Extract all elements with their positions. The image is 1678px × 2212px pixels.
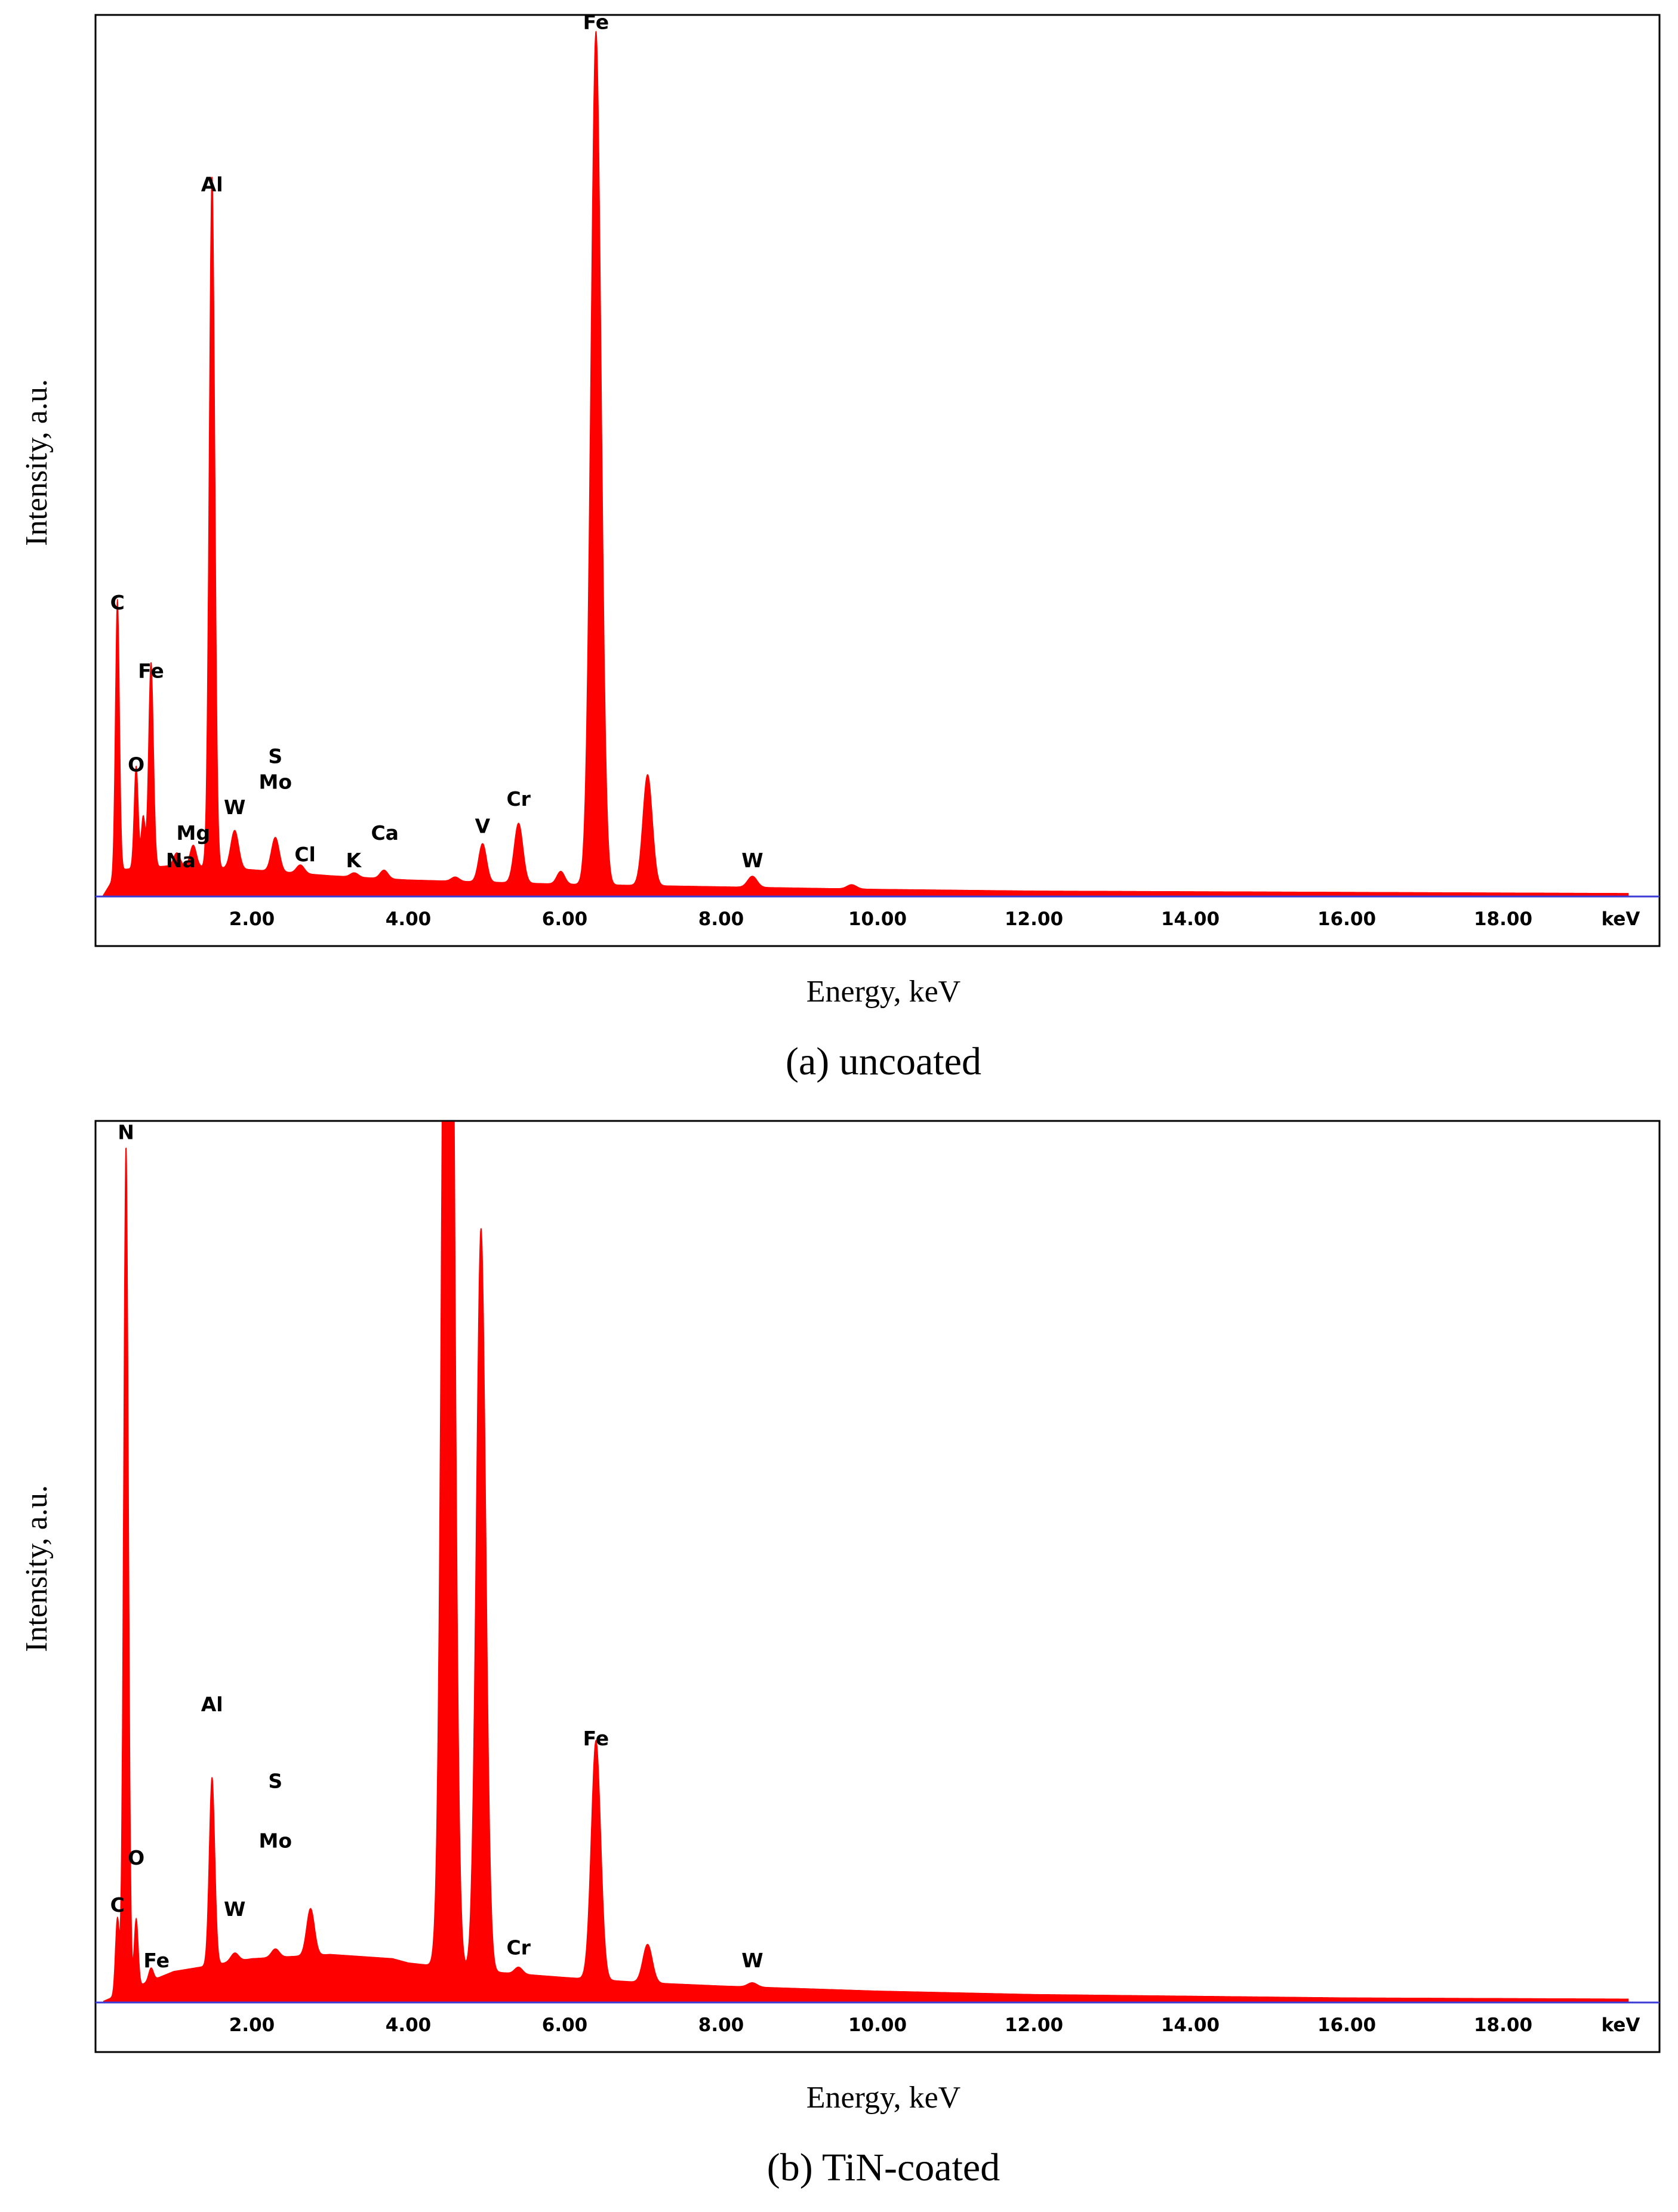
x-tick-label: 14.00 — [1161, 908, 1220, 930]
spectrum-area — [102, 31, 1629, 896]
x-axis-title: Energy, keV — [806, 975, 960, 1009]
peak-label: W — [741, 1949, 763, 1972]
x-tick-label: 14.00 — [1161, 2014, 1220, 2036]
x-axis-title: Energy, keV — [806, 2081, 960, 2115]
x-tick-label: 6.00 — [542, 2014, 588, 2036]
peak-label: Cr — [506, 787, 531, 811]
peak-label: K — [346, 849, 362, 872]
peak-label: C — [110, 1893, 125, 1917]
eds-spectrum-chart-uncoated: Fe Al C Fe O SMo W Mg Na Cl K Ca V Cr W 2.00 4.00 6.00 8.0… — [20, 11, 1661, 1083]
y-axis-title: Intensity, a.u. — [20, 379, 54, 546]
panel-caption: (b) TiN-coated — [767, 2146, 1000, 2189]
x-tick-label: 8.00 — [698, 2014, 744, 2036]
peak-label: Al — [201, 172, 223, 196]
x-tick-label: 4.00 — [386, 908, 432, 930]
plot-frame — [94, 1120, 1661, 2053]
x-unit-label: keV — [1602, 2014, 1640, 2036]
peak-label: W — [224, 796, 245, 819]
x-tick-label: 2.00 — [229, 908, 275, 930]
spectrum-panel-tin-coated: TiNAlFeSMoOCWFeCrW2.004.006.008.0010.001… — [0, 1106, 1678, 2212]
x-tick-label: 6.00 — [542, 908, 588, 930]
eds-spectrum-chart-tin-coated: TiNAlFeSMoOCWFeCrW2.004.006.008.0010.001… — [20, 1120, 1661, 2189]
peak-label: C — [110, 591, 125, 614]
peak-label: Fe — [138, 659, 164, 682]
peak-label: Mo — [259, 770, 293, 793]
peak-label: O — [128, 753, 144, 777]
x-tick-label: 12.00 — [1005, 2014, 1063, 2036]
peak-label: W — [224, 1897, 245, 1921]
x-tick-label: 18.00 — [1474, 2014, 1532, 2036]
peak-label: Mg — [177, 821, 210, 845]
peak-label: W — [741, 849, 763, 872]
peak-label: Fe — [583, 11, 609, 34]
peak-label: Al — [201, 1693, 223, 1716]
peak-label: Cl — [294, 843, 316, 866]
x-tick-label: 10.00 — [848, 2014, 907, 2036]
spectrum-panel-uncoated: Fe Al C Fe O S Mo W Mg Na Cl K Ca V Cr W 2.00 4.00 6.00 8.0… — [20, 11, 1661, 1083]
x-tick-label: 18.00 — [1474, 908, 1532, 930]
x-tick-label: 4.00 — [386, 2014, 432, 2036]
spectrum-area — [103, 1122, 1629, 2002]
peak-label: Mo — [259, 1829, 293, 1853]
peak-label: S — [268, 1770, 282, 1793]
x-tick-label: 10.00 — [848, 908, 907, 930]
x-unit-label: keV — [1602, 908, 1640, 930]
peak-label: Fe — [583, 1727, 609, 1750]
peak-label: N — [118, 1121, 134, 1144]
peak-label: V — [475, 815, 491, 838]
x-tick-label: 8.00 — [698, 908, 744, 930]
y-axis-title: Intensity, a.u. — [20, 1485, 54, 1652]
peak-label: Na — [166, 849, 196, 872]
peak-label: Cr — [506, 1936, 531, 1959]
plot-frame — [94, 14, 1661, 947]
peak-label: O — [128, 1846, 144, 1869]
x-tick-label: 16.00 — [1317, 2014, 1376, 2036]
x-tick-label: 16.00 — [1317, 908, 1376, 930]
panel-caption: (a) uncoated — [786, 1040, 981, 1083]
x-tick-label: 12.00 — [1005, 908, 1063, 930]
peak-label: S — [268, 744, 282, 768]
peak-label: Fe — [143, 1949, 170, 1972]
peak-label: Ca — [371, 821, 399, 845]
x-tick-label: 2.00 — [229, 2014, 275, 2036]
